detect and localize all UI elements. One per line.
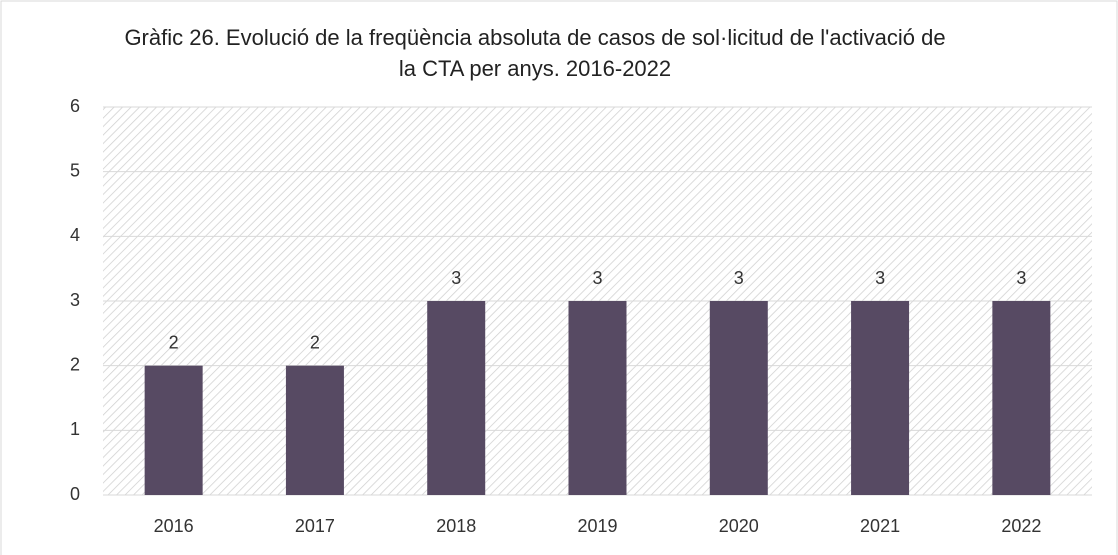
x-tick-label: 2017 [295, 516, 335, 536]
bar [568, 301, 627, 495]
data-label: 3 [451, 268, 461, 288]
y-tick-label: 3 [70, 290, 80, 310]
y-tick-label: 2 [70, 354, 80, 374]
y-tick-label: 5 [70, 160, 80, 180]
data-label: 3 [875, 268, 885, 288]
x-tick-label: 2018 [436, 516, 476, 536]
data-label: 3 [1016, 268, 1026, 288]
x-tick-label: 2022 [1001, 516, 1041, 536]
x-tick-label: 2016 [154, 516, 194, 536]
x-tick-label: 2020 [719, 516, 759, 536]
data-label: 2 [310, 332, 320, 352]
x-tick-label: 2019 [577, 516, 617, 536]
y-tick-label: 0 [70, 484, 80, 504]
bar [851, 301, 910, 495]
bar [144, 365, 203, 495]
bar [427, 301, 486, 495]
data-label: 2 [169, 332, 179, 352]
bar [709, 301, 768, 495]
data-label: 3 [734, 268, 744, 288]
chart-title: Gràfic 26. Evolució de la freqüència abs… [124, 25, 946, 81]
x-tick-label: 2021 [860, 516, 900, 536]
y-tick-label: 6 [70, 96, 80, 116]
y-tick-label: 4 [70, 225, 80, 245]
y-tick-label: 1 [70, 419, 80, 439]
bar [285, 365, 344, 495]
data-label: 3 [592, 268, 602, 288]
bar [992, 301, 1051, 495]
